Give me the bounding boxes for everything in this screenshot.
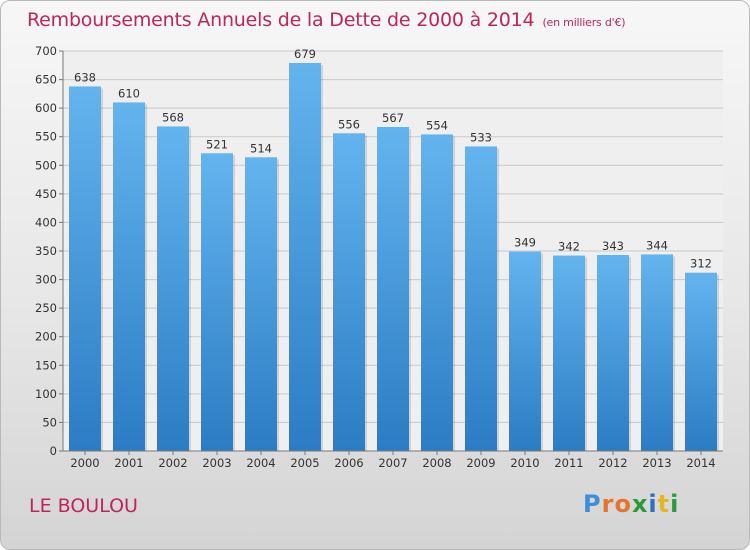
bar	[245, 157, 277, 452]
x-tick-label: 2010	[510, 456, 539, 470]
x-tick-label: 2009	[466, 456, 495, 470]
data-label: 514	[250, 141, 272, 155]
x-tick-label: 2001	[114, 456, 143, 470]
bars	[69, 63, 719, 452]
x-tick-label: 2008	[422, 456, 451, 470]
x-tick-label: 2003	[202, 456, 231, 470]
chart-unit: (en milliers d'€)	[542, 16, 626, 29]
bar	[201, 153, 233, 452]
y-tick-label: 300	[35, 273, 57, 287]
data-labels: 638 610 568 521 514 679 556 567 554 533 349 342 343 3…	[74, 47, 712, 271]
data-label: 533	[470, 130, 492, 144]
y-tick-label: 550	[35, 130, 57, 144]
logo-letter: t	[657, 490, 671, 518]
y-tick-label: 0	[50, 444, 57, 458]
data-label: 610	[118, 86, 140, 100]
data-label: 312	[690, 257, 712, 271]
bar	[333, 133, 365, 452]
logo-letter: r	[601, 490, 615, 518]
data-label: 342	[558, 240, 580, 254]
data-label: 638	[74, 70, 96, 84]
bar	[69, 86, 101, 451]
data-label: 568	[162, 110, 184, 124]
data-label: 343	[602, 239, 624, 253]
x-axis: 2000 2001 2002 2003 2004 2005 2006 2007 2008 2009…	[63, 450, 723, 470]
bar	[157, 126, 189, 451]
x-tick-label: 2014	[686, 456, 715, 470]
x-tick-label: 2004	[246, 456, 275, 470]
data-label: 679	[294, 47, 316, 61]
bar	[421, 134, 453, 451]
x-tick-label: 2005	[290, 456, 319, 470]
y-tick-label: 100	[35, 387, 57, 401]
y-tick-label: 150	[35, 358, 57, 372]
chart-title-text: Remboursements Annuels de la Dette de 20…	[27, 9, 535, 31]
city-name: LE BOULOU	[29, 495, 138, 517]
chart-title: Remboursements Annuels de la Dette de 20…	[27, 9, 626, 31]
y-tick-label: 200	[35, 330, 57, 344]
x-tick-label: 2006	[334, 456, 363, 470]
bar	[597, 255, 629, 451]
y-tick-label: 650	[35, 73, 57, 87]
y-tick-label: 450	[35, 187, 57, 201]
bar	[641, 254, 673, 451]
data-label: 349	[514, 236, 536, 250]
y-tick-label: 600	[35, 101, 57, 115]
y-tick-label: 500	[35, 158, 57, 172]
y-tick-label: 400	[35, 215, 57, 229]
bar	[465, 146, 497, 451]
logo-letter: i	[670, 490, 680, 518]
bar	[509, 251, 541, 451]
bar	[553, 255, 585, 451]
bar	[685, 272, 717, 451]
y-tick-label: 350	[35, 244, 57, 258]
y-tick-label: 50	[42, 415, 57, 429]
x-tick-label: 2002	[158, 456, 187, 470]
data-label: 344	[646, 238, 668, 252]
bar	[377, 127, 409, 451]
data-label: 521	[206, 137, 228, 151]
x-tick-label: 2012	[598, 456, 627, 470]
data-label: 554	[426, 118, 448, 132]
bar	[289, 63, 321, 451]
y-tick-label: 700	[35, 44, 57, 58]
y-axis: 0 50 100 150 200 250 300 350 400 450 500 550 600 650 7…	[35, 44, 64, 458]
data-label: 556	[338, 117, 360, 131]
x-tick-label: 2000	[70, 456, 99, 470]
proxiti-logo[interactable]: Proxiti	[583, 490, 679, 518]
x-tick-label: 2013	[642, 456, 671, 470]
data-label: 567	[382, 111, 404, 125]
logo-letter: o	[614, 490, 632, 518]
y-tick-label: 250	[35, 301, 57, 315]
logo-letter: i	[648, 490, 658, 518]
logo-letter: P	[583, 490, 602, 518]
x-tick-label: 2011	[554, 456, 583, 470]
bar	[113, 102, 145, 451]
x-tick-label: 2007	[378, 456, 407, 470]
logo-letter: x	[631, 490, 649, 518]
